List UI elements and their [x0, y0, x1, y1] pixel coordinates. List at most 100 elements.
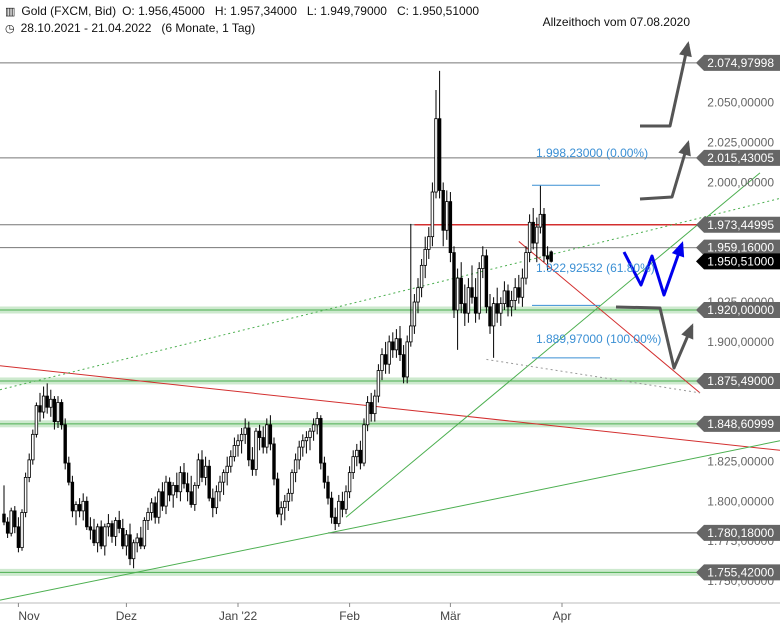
support-zones — [0, 306, 700, 576]
candle-body — [517, 287, 521, 298]
candle-body — [49, 398, 53, 408]
candle-body — [121, 528, 125, 547]
main-scenario-arrow-head — [671, 241, 685, 258]
price-tag-label: 1.848,60999 — [707, 417, 774, 431]
candle-body — [491, 303, 496, 327]
candle-body — [322, 462, 327, 483]
candle-body — [149, 502, 154, 513]
price-tag-label: 2.074,97998 — [707, 56, 774, 70]
candle-body — [77, 504, 82, 512]
candle-body — [337, 500, 341, 525]
candle-body — [297, 446, 301, 461]
candle-body — [499, 303, 503, 314]
steep-uptrend-line — [345, 172, 761, 518]
candle-body — [247, 427, 251, 461]
candle-body — [283, 500, 287, 509]
candle-body — [200, 459, 204, 478]
candle-body — [131, 542, 136, 560]
fibonacci-levels — [532, 184, 600, 359]
candle-body — [463, 303, 467, 314]
candle-body — [538, 213, 543, 228]
candle-body — [16, 526, 21, 548]
candle-body — [171, 484, 175, 496]
candle-body — [391, 341, 395, 351]
candle-body — [185, 483, 190, 493]
candle-body — [470, 287, 474, 298]
trend-lines — [0, 172, 780, 601]
candle-body — [178, 472, 183, 493]
candle-body — [419, 264, 424, 289]
candle-body — [167, 481, 172, 496]
candle-body — [513, 287, 517, 301]
main-scenario-arrow — [622, 243, 684, 297]
candle-body — [535, 226, 539, 244]
candle-body — [484, 255, 489, 308]
price-tag-bg — [696, 302, 780, 318]
candle-body — [495, 303, 499, 314]
candle-body — [142, 520, 147, 547]
candle-body — [542, 213, 546, 257]
candle-body — [545, 255, 550, 260]
candle-body — [373, 395, 377, 415]
instrument-name: Gold (FXCM, Bid) — [21, 4, 117, 18]
candle-body — [95, 526, 100, 544]
price-tag-bg — [696, 54, 780, 71]
candle-body — [221, 472, 226, 483]
x-tick-label: Apr — [553, 609, 572, 623]
candle-body — [506, 290, 510, 308]
candle-body — [365, 402, 370, 426]
candle-body — [56, 402, 60, 422]
candle-body — [207, 465, 211, 499]
candle-body — [369, 402, 373, 415]
candle-body — [225, 465, 229, 474]
candle-body — [92, 529, 96, 544]
price-tag-bg — [696, 253, 780, 270]
pullback-arrow — [615, 305, 694, 370]
price-tag-label: 1.875,49000 — [707, 374, 774, 388]
price-tag-label: 1.920,00000 — [707, 303, 774, 317]
candle-body — [333, 516, 337, 525]
candle-body — [362, 424, 366, 464]
candle-body — [398, 338, 402, 356]
long-downtrend-line — [0, 365, 780, 451]
candle-body — [20, 512, 24, 548]
candle-body — [41, 395, 46, 413]
mid-target-arrow-head — [678, 140, 691, 157]
candle-body — [9, 510, 13, 534]
candle-body — [448, 201, 453, 254]
x-tick-label: Dez — [116, 609, 137, 623]
candle-body — [160, 491, 165, 507]
candle-body — [383, 354, 388, 365]
candle-body — [34, 405, 39, 435]
candle-body — [265, 424, 269, 448]
candle-body — [85, 500, 89, 528]
candle-body — [452, 252, 456, 311]
bar-chart-icon: ▥ — [5, 5, 16, 18]
candle-body — [70, 481, 75, 512]
candle-body — [459, 277, 463, 305]
candle-body — [31, 433, 35, 461]
candle-body — [272, 443, 276, 480]
candle-body — [175, 484, 179, 493]
price-tag-bg — [696, 524, 780, 541]
candle-body — [218, 481, 222, 493]
dotted-channel-line — [0, 197, 780, 391]
candle-body — [13, 510, 17, 528]
candle-body — [153, 502, 157, 518]
candle-body — [405, 341, 409, 378]
price-tag-bg — [696, 415, 780, 432]
candle-body — [63, 424, 67, 464]
mid-target-arrow — [639, 142, 690, 201]
candle-body — [509, 300, 514, 308]
candle-body — [293, 459, 298, 474]
candle-body — [189, 491, 193, 505]
header-range-row: ◷ 28.10.2021 - 21.04.2022 (6 Monate, 1 T… — [5, 21, 255, 35]
candle-body — [275, 478, 280, 515]
candle-body — [340, 500, 345, 510]
ohlc-values: O: 1.956,45000 H: 1.957,34000 L: 1.949,7… — [122, 4, 480, 18]
scenario-arrows — [615, 41, 694, 370]
candle-body — [301, 440, 305, 448]
x-tick-label: Mär — [440, 609, 461, 623]
candle-body — [27, 459, 31, 478]
